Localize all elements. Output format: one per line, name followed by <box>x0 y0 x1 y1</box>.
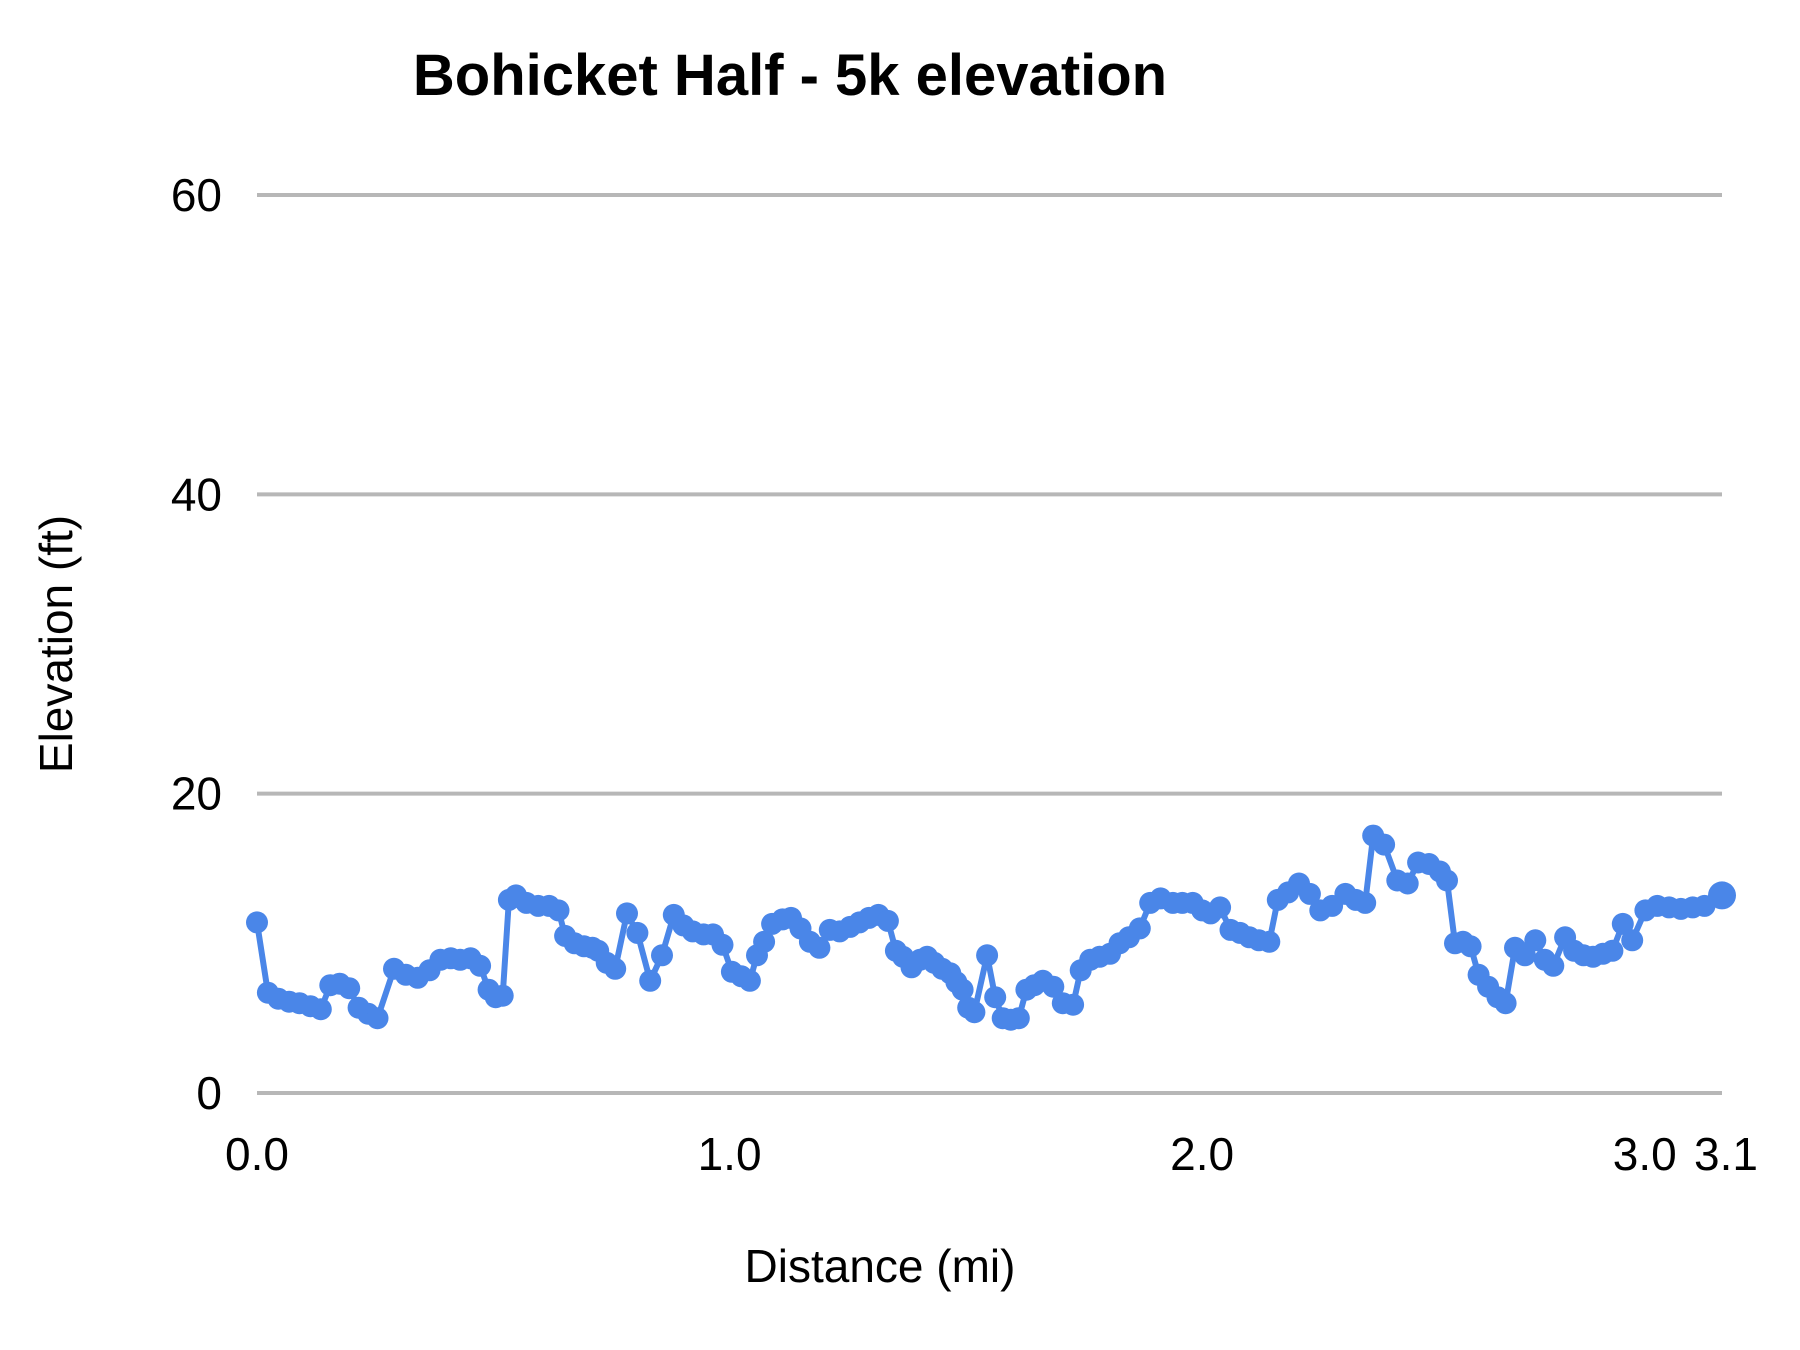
data-point <box>469 954 492 977</box>
data-point <box>1373 833 1396 856</box>
data-point <box>366 1007 389 1030</box>
data-point <box>808 936 831 959</box>
data-point <box>616 902 638 925</box>
data-point <box>1542 954 1565 977</box>
data-point <box>309 998 332 1021</box>
x-tick-label: 2.0 <box>1170 1128 1234 1180</box>
data-point <box>753 930 776 953</box>
data-point <box>1258 930 1281 953</box>
data-point <box>876 909 899 932</box>
y-tick-label: 40 <box>171 468 222 520</box>
data-point <box>1708 881 1736 910</box>
data-point <box>738 969 761 992</box>
data-point <box>626 921 649 944</box>
data-point <box>246 911 268 934</box>
data-point <box>1128 917 1151 940</box>
data-point <box>1601 939 1624 962</box>
data-point <box>604 957 627 980</box>
data-point <box>963 1001 986 1024</box>
x-axis-tick-labels: 0.0 1.0 2.0 3.0 3.1 <box>225 1128 1758 1180</box>
gridlines <box>257 193 1722 1095</box>
elevation-series <box>246 824 1736 1031</box>
x-axis-title: Distance (mi) <box>745 1240 1016 1292</box>
data-point <box>1459 935 1482 958</box>
data-point <box>1611 912 1634 935</box>
y-tick-label: 60 <box>171 169 222 221</box>
chart-title: Bohicket Half - 5k elevation <box>413 43 1167 108</box>
data-point <box>1396 872 1419 895</box>
data-point <box>976 944 999 967</box>
data-point <box>1007 1007 1030 1030</box>
data-point <box>1062 993 1085 1016</box>
data-point <box>1042 975 1065 998</box>
data-point <box>639 969 662 992</box>
x-tick-label: 3.1 <box>1694 1128 1758 1180</box>
y-tick-label: 20 <box>171 768 222 820</box>
data-point <box>1298 882 1321 905</box>
y-tick-label: 0 <box>196 1067 222 1119</box>
data-point <box>547 899 570 922</box>
data-point <box>1524 929 1547 952</box>
data-point <box>1494 992 1517 1015</box>
data-point <box>1436 869 1458 892</box>
data-point <box>951 978 974 1001</box>
data-point <box>1621 929 1644 952</box>
data-point <box>651 944 673 967</box>
data-point <box>984 986 1007 1009</box>
x-tick-label: 3.0 <box>1613 1128 1677 1180</box>
data-point <box>1354 891 1377 914</box>
data-point <box>711 933 734 956</box>
x-tick-label: 0.0 <box>225 1128 289 1180</box>
y-axis-tick-labels: 0 20 40 60 <box>171 169 222 1119</box>
data-point <box>491 984 514 1007</box>
data-point <box>1209 896 1232 919</box>
x-tick-label: 1.0 <box>698 1128 762 1180</box>
data-point <box>338 977 361 1000</box>
y-axis-title: Elevation (ft) <box>30 515 82 773</box>
